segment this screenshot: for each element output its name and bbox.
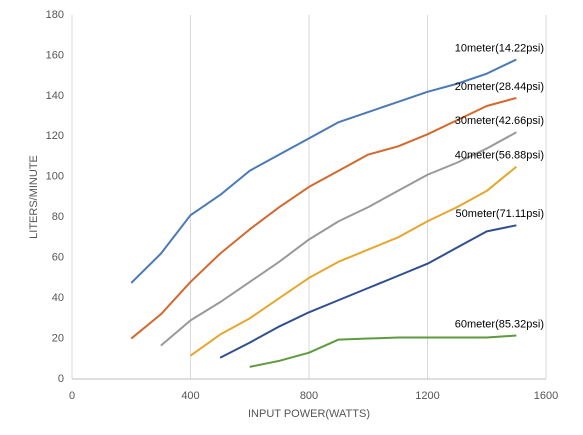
x-tick-label: 1600 <box>534 390 558 402</box>
series-label: 40meter(56.88psi) <box>455 150 544 162</box>
y-tick-label: 20 <box>52 332 64 344</box>
series-label: 30meter(42.66psi) <box>455 115 544 127</box>
series-label: 60meter(85.32psi) <box>455 318 544 330</box>
y-tick-label: 100 <box>46 171 64 183</box>
series-label: 50meter(71.11psi) <box>456 208 544 220</box>
y-tick-label: 40 <box>52 292 64 304</box>
series-line <box>189 165 518 357</box>
x-axis-title: INPUT POWER(WATTS) <box>248 408 370 420</box>
y-tick-label: 140 <box>46 90 64 102</box>
x-tick-label: 0 <box>69 390 75 402</box>
y-tick-label: 0 <box>58 373 64 385</box>
series-line <box>249 334 517 368</box>
series-label: 20meter(28.44psi) <box>455 81 544 93</box>
x-tick-label: 1200 <box>415 390 439 402</box>
series-line <box>130 96 517 340</box>
y-tick-label: 160 <box>46 49 64 61</box>
y-tick-label: 120 <box>46 130 64 142</box>
y-tick-label: 60 <box>52 252 64 264</box>
x-tick-label: 800 <box>300 390 318 402</box>
series-line <box>160 131 517 347</box>
y-tick-label: 80 <box>52 211 64 223</box>
y-tick-label: 180 <box>46 9 64 21</box>
y-axis-title: LITERS/MINUTE <box>28 155 40 239</box>
x-tick-label: 400 <box>181 390 199 402</box>
series-line <box>219 224 517 359</box>
series-label: 10meter(14.22psi) <box>455 42 544 54</box>
series-line <box>130 58 517 284</box>
